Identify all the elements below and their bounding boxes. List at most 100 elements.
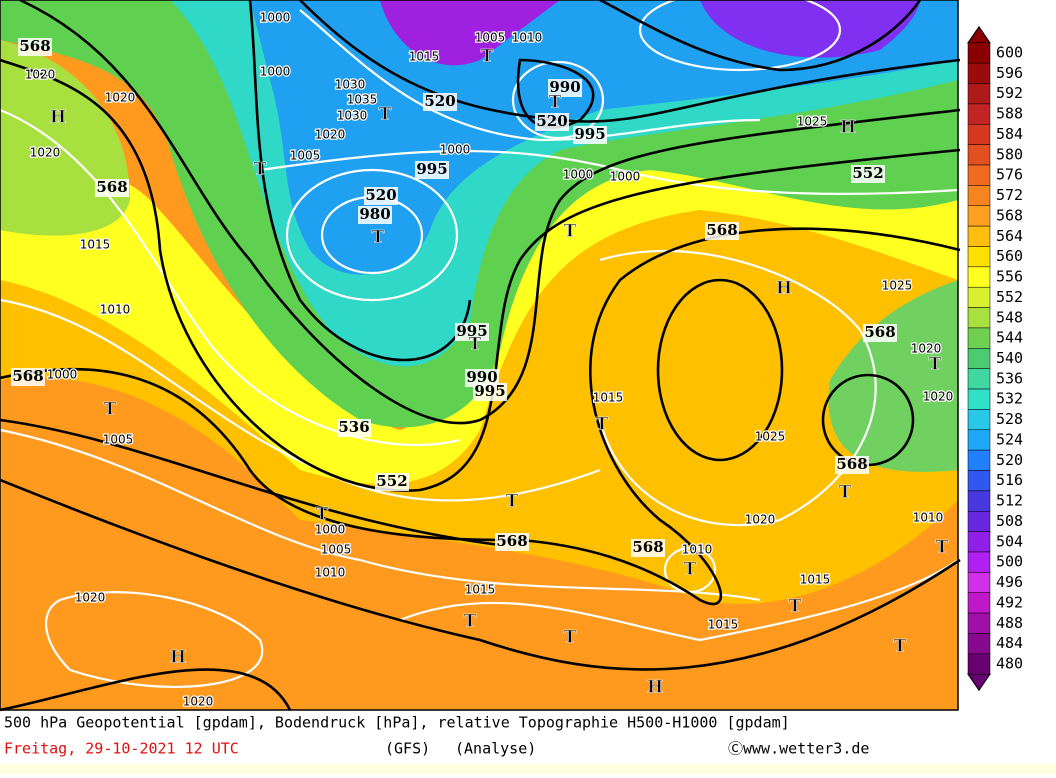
colorbar-swatch <box>967 348 991 369</box>
geopotential-label: 568 <box>96 178 127 196</box>
colorbar-swatch <box>967 572 991 593</box>
pressure-center-label: T <box>104 400 117 420</box>
geopotential-label: 568 <box>864 323 895 341</box>
colorbar-swatch <box>967 551 991 573</box>
label-box <box>415 161 449 179</box>
isobar-label: 1020 <box>30 146 61 160</box>
pressure-center-label: H <box>647 678 663 698</box>
pressure-center-label: H <box>50 108 66 128</box>
isobar-label: 1015 <box>465 583 496 597</box>
isobar <box>45 591 264 688</box>
colorbar-label: 556 <box>996 268 1023 286</box>
geopotential-label: 995 <box>456 322 487 340</box>
isobar-label: 1020 <box>105 91 136 105</box>
pressure-center-label: T <box>506 492 519 512</box>
colorbar-label: 536 <box>996 369 1023 387</box>
isobar-label: 1025 <box>755 430 786 444</box>
label-box <box>455 323 489 341</box>
pressure-center-label: T <box>372 228 385 248</box>
label-box <box>835 456 869 474</box>
colorbar-label: 520 <box>996 451 1023 469</box>
colorbar-label: 560 <box>996 247 1023 265</box>
colorbar-swatch <box>967 327 991 349</box>
geopotential-label: 568 <box>632 538 663 556</box>
label-box <box>495 533 529 551</box>
pressure-center-label: T <box>789 597 802 617</box>
colorbar-swatch <box>967 286 991 308</box>
colorbar-label: 544 <box>996 329 1023 347</box>
geopotential-label: 520 <box>424 92 455 110</box>
colorbar-label: 484 <box>996 634 1023 652</box>
isobar <box>259 149 959 196</box>
label-box <box>548 79 582 97</box>
pressure-center-label: T <box>464 612 477 632</box>
isobar-label: 1005 <box>475 31 506 45</box>
footer-title: 500 hPa Geopotential [gpdam], Bodendruck… <box>4 714 790 732</box>
colorbar-swatch <box>967 42 991 64</box>
isobar-label: 1020 <box>183 695 214 709</box>
geopotential-lines <box>0 0 961 712</box>
isobar-label: 1000 <box>610 170 641 184</box>
geopotential-label: 552 <box>376 472 407 490</box>
field-556 <box>0 130 958 485</box>
colorbar-swatch <box>967 124 991 145</box>
pressure-center-label: T <box>929 355 942 375</box>
colorbar-swatch <box>967 449 991 471</box>
isobar-label: 1010 <box>913 511 944 525</box>
colorbar-label: 488 <box>996 614 1023 632</box>
geopotential-label: 568 <box>496 532 527 550</box>
label-box <box>705 222 739 240</box>
map-labels: 568 1020 H 1020 1020 568 1015 1010 568 1000 T 1005 1… <box>11 9 955 710</box>
isobar-label: 1020 <box>923 390 954 404</box>
geopotential-label: 990 <box>466 368 497 386</box>
isobar <box>663 546 717 594</box>
isobar-label: 1015 <box>593 391 624 405</box>
isobar-label: 1000 <box>47 368 78 382</box>
isobar-label: 1025 <box>882 279 913 293</box>
isobar-label: 1015 <box>800 573 831 587</box>
contour <box>656 278 784 462</box>
label-box <box>18 38 52 56</box>
isobar-label: 1025 <box>797 115 828 129</box>
colorbar-label: 584 <box>996 125 1023 143</box>
isobar-label: 1020 <box>25 68 56 82</box>
geopotential-label: 552 <box>852 164 883 182</box>
isobar-label: 1015 <box>708 618 739 632</box>
geopotential-label: 980 <box>359 205 390 223</box>
colorbar-swatch <box>967 470 991 492</box>
geopotential-label: 995 <box>416 160 447 178</box>
contour <box>248 0 472 362</box>
colorbar-label: 596 <box>996 64 1023 82</box>
footer-date: Freitag, 29-10-2021 12 UTC <box>4 740 239 758</box>
footer-run: (Analyse) <box>455 740 536 758</box>
colorbar: 600 596 592 588 584 580 576 572 568 564 560 556 552 5… <box>967 25 1023 692</box>
contour <box>0 227 961 606</box>
colorbar-swatch <box>967 511 991 532</box>
colorbar-label: 568 <box>996 206 1023 224</box>
label-box <box>465 369 499 387</box>
pressure-center-label: T <box>596 415 609 435</box>
isobar <box>299 9 761 142</box>
isobar-label: 1010 <box>100 303 131 317</box>
bottom-strip <box>0 764 1056 774</box>
pressure-center-label: T <box>469 335 482 355</box>
label-box <box>375 473 409 491</box>
colorbar-swatch <box>967 368 991 390</box>
pressure-center-label: H <box>840 118 856 138</box>
colorbar-swatch <box>967 531 991 553</box>
isobar-label: 1015 <box>80 238 111 252</box>
isobar-label: 1020 <box>315 128 346 142</box>
contour <box>0 418 501 547</box>
contour <box>599 0 922 72</box>
contour <box>516 58 595 129</box>
pressure-center-label: T <box>254 160 267 180</box>
pressure-center-label: H <box>170 648 186 668</box>
isobar-label: 1010 <box>315 566 346 580</box>
colorbar-label: 512 <box>996 492 1023 510</box>
colorbar-swatch <box>967 103 991 125</box>
isobar-label: 1020 <box>745 513 776 527</box>
geopotential-label: 520 <box>536 112 567 130</box>
label-box <box>95 179 129 197</box>
isobar-label: 1010 <box>512 31 543 45</box>
